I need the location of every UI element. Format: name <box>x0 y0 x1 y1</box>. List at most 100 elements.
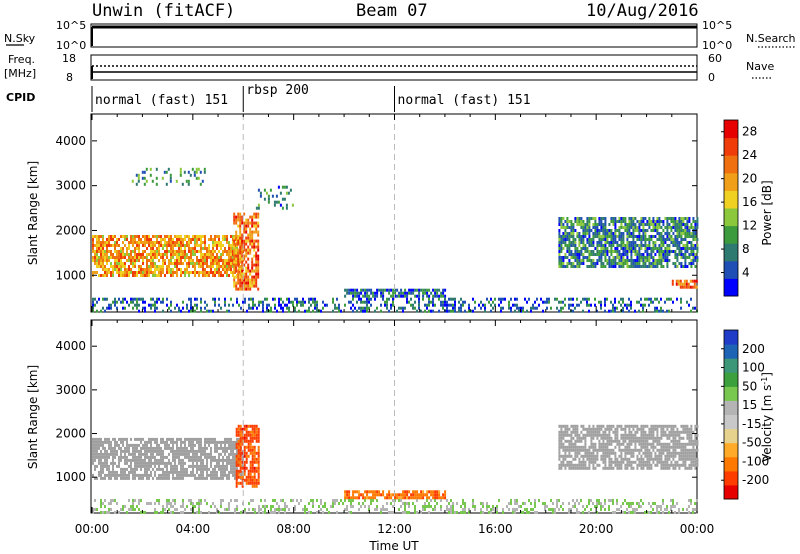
echo-cell <box>660 297 662 301</box>
echo-cell <box>562 238 565 241</box>
echo-cell <box>560 235 563 238</box>
echo-cell <box>154 470 156 474</box>
echo-cell <box>168 443 170 447</box>
echo-cell <box>562 300 564 304</box>
echo-cell <box>662 253 665 256</box>
echo-cell <box>366 294 369 298</box>
echo-cell <box>644 247 647 250</box>
echo-cell <box>596 232 599 235</box>
echo-cell <box>112 458 114 462</box>
echo-cell <box>196 511 198 514</box>
echo-cell <box>251 221 254 225</box>
echo-cell <box>108 250 110 253</box>
echo-cell <box>652 235 655 238</box>
echo-cell <box>116 306 118 310</box>
echo-cell <box>208 244 210 247</box>
echo-cell <box>683 285 686 289</box>
echo-cell <box>152 467 154 471</box>
echo-cell <box>106 274 108 277</box>
echo-cell <box>676 265 679 268</box>
echo-cell <box>100 265 102 268</box>
echo-cell <box>564 445 567 449</box>
echo-cell <box>180 253 182 256</box>
echo-cell <box>188 458 190 462</box>
echo-cell <box>600 250 603 253</box>
echo-cell <box>636 229 639 232</box>
echo-cell <box>148 253 150 256</box>
echo-cell <box>568 238 571 241</box>
echo-cell <box>424 309 426 313</box>
echo-cell <box>244 297 246 301</box>
echo-cell <box>648 436 651 440</box>
echo-cell <box>612 439 615 443</box>
echo-cell <box>154 256 156 259</box>
echo-cell <box>234 470 236 474</box>
echo-cell <box>176 464 178 468</box>
echo-cell <box>116 464 118 468</box>
echo-cell <box>162 458 164 462</box>
echo-cell <box>172 247 174 250</box>
echo-cell <box>560 442 563 446</box>
echo-cell <box>194 250 196 253</box>
echo-cell <box>108 306 110 310</box>
echo-cell <box>236 274 238 277</box>
echo-cell <box>358 306 360 310</box>
echo-cell <box>150 437 152 441</box>
echo-cell <box>596 235 599 238</box>
echo-cell <box>642 460 645 464</box>
echo-cell <box>214 443 216 447</box>
echo-cell <box>460 297 462 301</box>
echo-cell <box>257 451 260 455</box>
echo-cell <box>106 306 108 310</box>
echo-cell <box>610 457 613 461</box>
echo-cell <box>100 247 102 250</box>
echo-cell <box>622 460 625 464</box>
echo-cell <box>210 256 212 259</box>
echo-cell <box>666 309 668 313</box>
echo-cell <box>204 437 206 441</box>
echo-cell <box>192 271 194 274</box>
echo-cell <box>230 458 232 462</box>
echo-cell <box>214 259 216 262</box>
echo-cell <box>178 476 180 480</box>
echo-cell <box>114 259 116 262</box>
echo-cell <box>98 244 100 247</box>
echo-cell <box>239 230 242 234</box>
echo-cell <box>146 262 148 265</box>
echo-cell <box>640 430 643 434</box>
echo-cell <box>172 437 174 441</box>
echo-cell <box>94 440 96 444</box>
echo-cell <box>600 223 603 226</box>
echo-cell <box>174 455 176 459</box>
echo-cell <box>255 436 258 440</box>
echo-cell <box>251 284 254 288</box>
echo-cell <box>120 253 122 256</box>
echo-cell <box>592 226 595 229</box>
echo-cell <box>228 268 230 271</box>
echo-cell <box>114 250 116 253</box>
echo-cell <box>194 265 196 268</box>
echo-cell <box>434 493 437 497</box>
echo-cell <box>378 288 381 292</box>
echo-cell <box>634 433 637 437</box>
echo-cell <box>132 443 134 447</box>
echo-cell <box>460 306 462 310</box>
echo-cell <box>674 241 677 244</box>
echo-cell <box>275 194 278 198</box>
echo-cell <box>263 188 266 192</box>
echo-cell <box>144 306 146 310</box>
echo-cell <box>586 300 588 304</box>
echo-cell <box>218 268 220 271</box>
echo-cell <box>656 297 658 301</box>
echo-cell <box>410 297 412 301</box>
echo-cell <box>178 470 180 474</box>
echo-cell <box>102 274 104 277</box>
echo-cell <box>218 464 220 468</box>
echo-cell <box>690 226 693 229</box>
echo-cell <box>241 451 244 455</box>
echo-cell <box>126 268 128 271</box>
echo-cell <box>638 439 641 443</box>
echo-cell <box>237 263 240 267</box>
echo-cell <box>636 238 639 241</box>
echo-cell <box>160 235 162 238</box>
